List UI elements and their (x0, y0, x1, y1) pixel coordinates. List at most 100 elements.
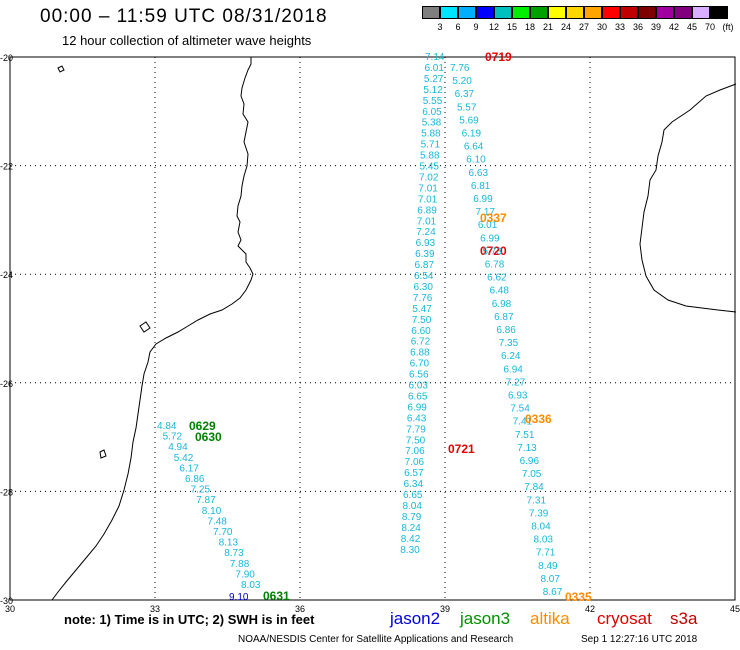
swh-value: 5.20 (452, 76, 472, 87)
swh-value: 7.06 (405, 446, 425, 457)
swh-value: 8.03 (241, 580, 261, 591)
swh-value: 7.90 (235, 569, 255, 580)
swh-value: 5.73 (482, 246, 502, 257)
africa-coastline (51, 57, 254, 601)
swh-value: 5.27 (424, 74, 444, 85)
swh-value: 7.50 (406, 435, 426, 446)
colorbar-label: 9 (473, 22, 479, 32)
units-note: note: 1) Time is in UTC; 2) SWH is in fe… (64, 612, 315, 627)
swh-value: 7.13 (517, 443, 537, 454)
madagascar-coastline (639, 83, 737, 313)
swh-value: 5.71 (421, 140, 441, 151)
swh-value: 8.73 (224, 548, 244, 559)
swh-value: 8.13 (219, 538, 239, 549)
swh-value: 6.70 (410, 359, 430, 370)
legend-jason3: jason3 (460, 609, 511, 628)
map-frame (9, 56, 736, 601)
swh-value: 6.60 (411, 326, 431, 337)
swh-value: 6.94 (503, 364, 523, 375)
colorbar-swatch (602, 6, 620, 19)
lat-lon-grid (9, 56, 736, 601)
swh-value: 8.03 (534, 535, 554, 546)
pass-time-label: 0335 (565, 590, 592, 604)
lon-tick-label: 30 (5, 604, 15, 614)
colorbar-label: 15 (506, 22, 517, 32)
colorbar-swatch (638, 6, 656, 19)
colorbar-label: 36 (632, 22, 643, 32)
swh-value: 6.63 (469, 168, 489, 179)
swh-value: 6.24 (501, 351, 521, 362)
lat-tick-label: -26 (0, 379, 13, 389)
swh-value: 5.88 (420, 151, 440, 162)
swh-value: 6.54 (414, 271, 434, 282)
swh-value: 7.79 (406, 424, 426, 435)
swh-value: 7.05 (522, 469, 542, 480)
timestamp: Sep 1 12:27:16 UTC 2018 (581, 634, 698, 645)
swh-value: 8.10 (202, 506, 222, 517)
colorbar-label: 27 (578, 22, 589, 32)
colorbar-label: 45 (686, 22, 697, 32)
reef-islet (57, 65, 65, 73)
colorbar-swatch (692, 6, 710, 19)
swh-value: 8.07 (540, 574, 560, 585)
swh-value: 6.56 (409, 370, 429, 381)
swh-value: 7.17 (476, 207, 496, 218)
colorbar-label: 21 (542, 22, 553, 32)
swh-value: 7.39 (529, 508, 549, 519)
pass-time-label: 0337 (480, 211, 507, 225)
colorbar-swatch (476, 6, 494, 19)
credit-line: NOAA/NESDIS Center for Satellite Applica… (238, 634, 514, 645)
chart-title: 00:00 – 11:59 UTC 08/31/2018 (40, 6, 328, 27)
swh-value: 6.96 (520, 456, 540, 467)
swh-value: 5.45 (420, 162, 440, 173)
colorbar-swatch (548, 6, 566, 19)
swh-value: 6.57 (404, 468, 424, 479)
lat-tick-label: -30 (0, 596, 13, 606)
swh-value: 7.01 (418, 183, 438, 194)
colorbar-label: 6 (455, 22, 461, 32)
swh-value: 7.84 (524, 482, 544, 493)
colorbar-swatch (440, 6, 458, 19)
swh-value: 6.88 (410, 348, 430, 359)
reef-islet (139, 321, 151, 333)
colorbar-swatch (530, 6, 548, 19)
colorbar-label: 39 (650, 22, 661, 32)
lon-tick-label: 33 (150, 604, 160, 614)
colorbar-label: 24 (560, 22, 571, 32)
swh-value: 6.17 (179, 463, 199, 474)
swh-value: 7.24 (416, 227, 436, 238)
lat-tick-label: -20 (0, 53, 13, 63)
swh-value: 6.64 (464, 142, 484, 153)
lat-tick-label: -24 (0, 270, 13, 280)
swh-value: 6.86 (185, 474, 205, 485)
swh-value: 8.42 (401, 534, 421, 545)
colorbar-swatch (512, 6, 530, 19)
lat-tick-label: -28 (0, 487, 13, 497)
reef-islet (99, 449, 107, 459)
swh-value: 8.24 (401, 523, 421, 534)
swh-value: 6.39 (415, 249, 435, 260)
pass-time-label: 0720 (480, 244, 507, 258)
swh-value: 8.79 (402, 512, 422, 523)
swh-value: 5.47 (412, 304, 432, 315)
colorbar-swatch (620, 6, 638, 19)
swh-value: 5.72 (163, 432, 183, 443)
swh-value: 7.14 (425, 52, 445, 63)
swh-value: 7.27 (506, 377, 526, 388)
pass-time-label: 0631 (263, 589, 290, 603)
swh-value: 7.25 (191, 485, 211, 496)
lon-tick-label: 42 (585, 604, 595, 614)
swh-value: 6.30 (413, 282, 433, 293)
swh-value: 6.87 (494, 312, 514, 323)
swh-value: 6.65 (408, 391, 428, 402)
pass-time-label: 0721 (448, 442, 475, 456)
lon-tick-label: 36 (295, 604, 305, 614)
lon-tick-label: 39 (440, 604, 450, 614)
swh-value: 7.06 (405, 457, 425, 468)
legend-altika: altika (530, 609, 570, 628)
colorbar-swatch (494, 6, 512, 19)
chart-subtitle: 12 hour collection of altimeter wave hei… (62, 33, 312, 48)
swh-value: 7.35 (499, 338, 519, 349)
